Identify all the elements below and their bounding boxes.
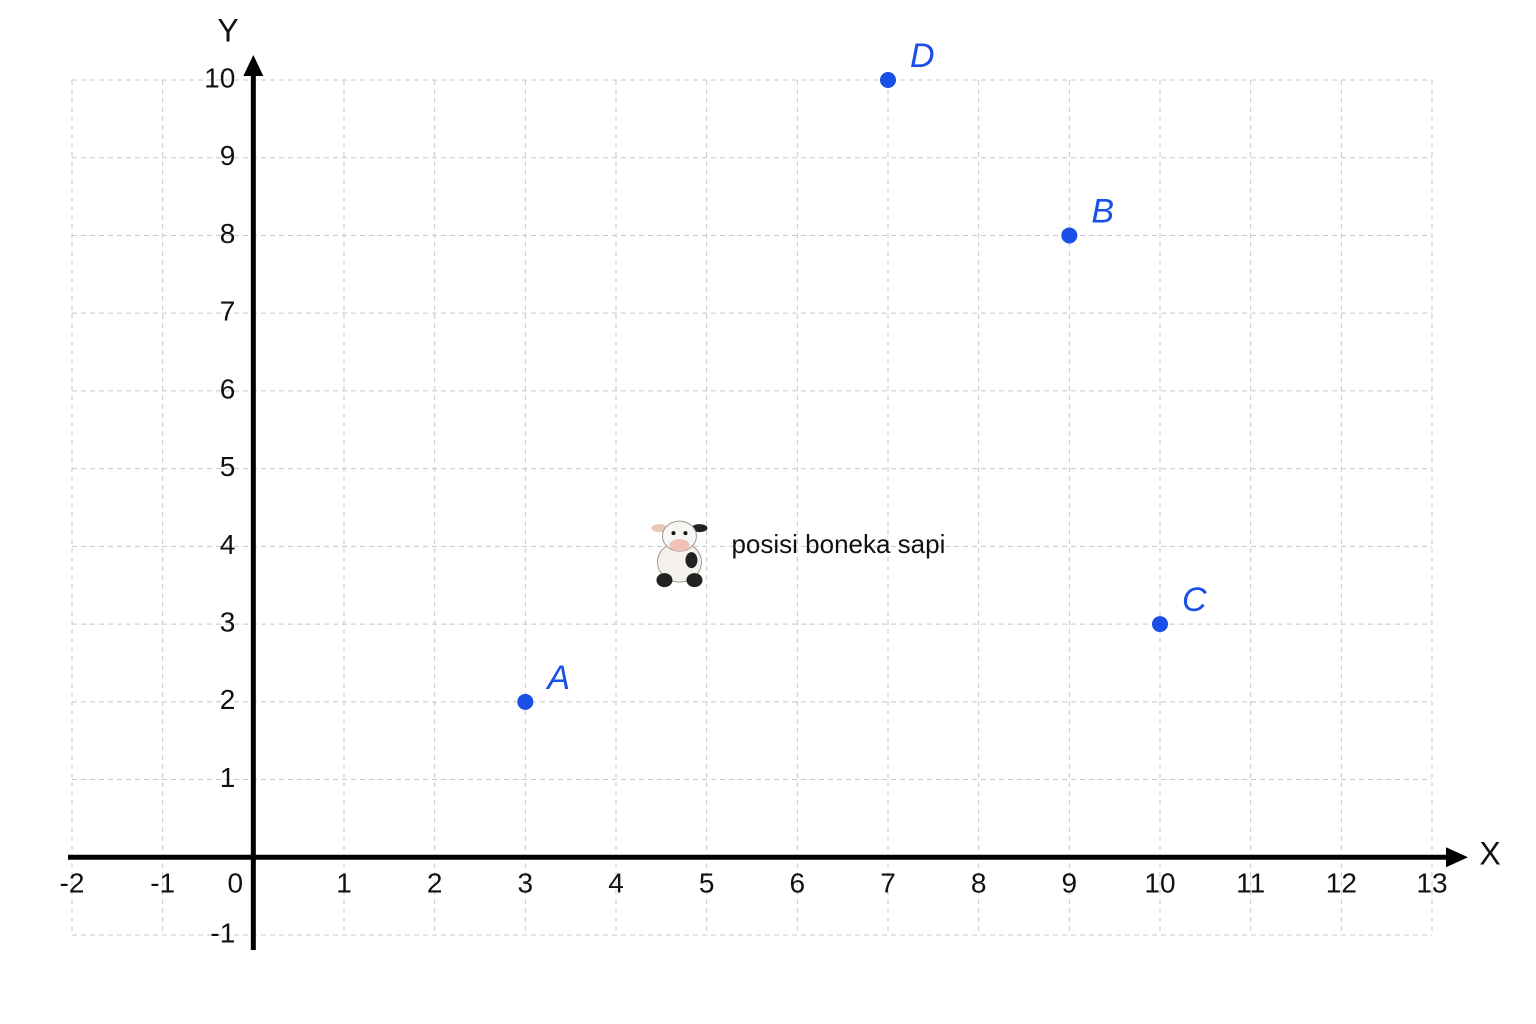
y-tick-label: 10: [204, 62, 235, 93]
x-tick-label: -1: [150, 868, 175, 899]
x-axis-arrow: [1446, 847, 1468, 868]
cow-leg: [686, 573, 703, 588]
x-tick-label: 4: [608, 868, 624, 899]
y-tick-label: 1: [220, 762, 236, 793]
cow-eye: [671, 531, 676, 536]
cow-eye: [683, 531, 688, 536]
cow-toy: [651, 520, 708, 588]
point-label: A: [545, 659, 570, 697]
point-label: D: [910, 37, 935, 75]
y-tick-label: 3: [220, 606, 236, 637]
y-tick-label: -1: [210, 917, 235, 948]
cow-snout: [669, 539, 690, 552]
x-tick-label: 5: [699, 868, 715, 899]
y-axis-arrow: [243, 55, 264, 76]
y-tick-label: 4: [220, 529, 236, 560]
x-tick-label: 3: [518, 868, 534, 899]
x-tick-label: 7: [880, 868, 896, 899]
cow-spot: [685, 552, 698, 569]
x-tick-label: -2: [60, 868, 85, 899]
x-tick-label: 9: [1062, 868, 1078, 899]
y-axis-label: Y: [217, 12, 238, 48]
y-tick-label: 5: [220, 451, 236, 482]
x-tick-label: 12: [1326, 868, 1357, 899]
x-tick-label: 10: [1144, 868, 1175, 899]
x-tick-label: 1: [336, 868, 352, 899]
annotation-text: posisi boneka sapi: [731, 529, 945, 559]
y-tick-label: 8: [220, 218, 236, 249]
x-tick-label: 6: [790, 868, 806, 899]
y-tick-label: 2: [220, 684, 236, 715]
point: [1061, 227, 1078, 244]
y-tick-label: 6: [220, 373, 236, 404]
x-tick-label: 13: [1416, 868, 1447, 899]
x-tick-label: 0: [228, 868, 244, 899]
cow-leg: [656, 573, 673, 588]
point: [880, 72, 896, 88]
y-tick-label: 7: [220, 296, 236, 327]
y-tick-label: 9: [220, 140, 236, 171]
point: [1152, 616, 1168, 633]
x-tick-label: 2: [427, 868, 443, 899]
x-tick-label: 11: [1236, 868, 1265, 899]
point-label: C: [1182, 581, 1207, 619]
point: [517, 693, 534, 710]
point-label: B: [1091, 192, 1114, 230]
x-axis-label: X: [1479, 835, 1500, 871]
x-tick-label: 8: [971, 868, 987, 899]
